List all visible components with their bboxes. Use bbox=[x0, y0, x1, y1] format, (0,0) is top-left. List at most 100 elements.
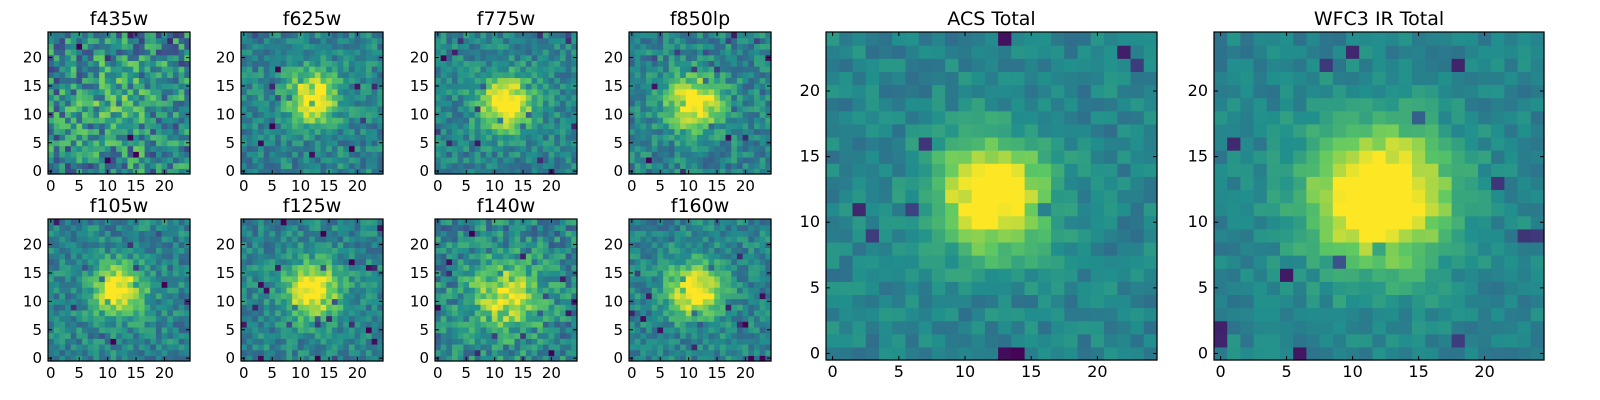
heatmap-cell bbox=[463, 224, 470, 231]
heatmap-cell bbox=[640, 77, 647, 84]
heatmap-cell bbox=[337, 270, 344, 277]
heatmap-cell bbox=[263, 168, 270, 175]
heatmap-cell bbox=[144, 139, 151, 147]
heatmap-cell bbox=[708, 60, 715, 67]
heatmap-cell bbox=[360, 94, 367, 101]
heatmap-cell bbox=[286, 168, 293, 175]
heatmap-cell bbox=[116, 49, 123, 56]
heatmap-cell bbox=[514, 111, 521, 118]
heatmap-cell bbox=[548, 105, 555, 113]
heatmap-cell bbox=[452, 71, 459, 79]
heatmap-cell bbox=[116, 332, 123, 339]
heatmap-cell bbox=[144, 49, 151, 56]
heatmap-cell bbox=[457, 355, 464, 362]
heatmap-cell bbox=[360, 298, 367, 305]
heatmap-cell bbox=[48, 122, 55, 130]
heatmap-cell bbox=[486, 88, 493, 96]
heatmap-cell bbox=[275, 100, 282, 107]
heatmap-cell bbox=[377, 77, 384, 84]
heatmap-cell bbox=[680, 94, 687, 101]
heatmap-cell bbox=[241, 264, 248, 271]
heatmap-cell bbox=[514, 343, 521, 351]
heatmap-cell bbox=[371, 117, 378, 124]
heatmap-cell bbox=[680, 343, 687, 351]
heatmap-cell bbox=[629, 77, 636, 84]
heatmap-cell bbox=[685, 309, 693, 317]
heatmap-cell bbox=[269, 117, 276, 124]
heatmap-cell bbox=[452, 355, 459, 362]
heatmap-cell bbox=[480, 43, 487, 50]
heatmap-cell bbox=[269, 332, 276, 339]
heatmap-cell bbox=[446, 304, 453, 311]
heatmap-cell bbox=[365, 298, 373, 305]
heatmap-cell bbox=[663, 139, 670, 147]
heatmap-cell bbox=[320, 162, 327, 169]
heatmap-cell bbox=[651, 117, 658, 124]
heatmap-cell bbox=[646, 117, 653, 124]
heatmap-cell bbox=[680, 275, 687, 283]
heatmap-cell bbox=[354, 49, 361, 56]
heatmap-cell bbox=[548, 145, 555, 152]
heatmap-cell bbox=[514, 60, 521, 67]
heatmap-cell bbox=[87, 134, 95, 141]
heatmap-cell bbox=[82, 321, 89, 328]
heatmap-cell bbox=[292, 145, 299, 152]
heatmap-cell bbox=[241, 349, 248, 356]
heatmap-cell bbox=[452, 77, 459, 84]
heatmap-cell bbox=[725, 298, 732, 305]
heatmap-cell bbox=[520, 326, 527, 334]
heatmap-cell bbox=[155, 298, 163, 305]
heatmap-cell bbox=[759, 49, 766, 56]
heatmap-cell bbox=[629, 321, 636, 328]
heatmap-cell bbox=[748, 139, 755, 147]
heatmap-cell bbox=[435, 145, 442, 152]
heatmap-cell bbox=[138, 236, 146, 243]
heatmap-cell bbox=[542, 304, 550, 311]
heatmap-cell bbox=[184, 162, 191, 169]
heatmap-cell bbox=[104, 71, 112, 79]
heatmap-cell bbox=[559, 332, 567, 339]
heatmap-cell bbox=[343, 162, 350, 169]
heatmap-cell bbox=[674, 37, 681, 44]
heatmap-cell bbox=[463, 326, 470, 334]
heatmap-cell bbox=[297, 253, 305, 260]
heatmap-cell bbox=[680, 309, 687, 317]
heatmap-cell bbox=[303, 83, 310, 90]
heatmap-cell bbox=[514, 292, 521, 300]
heatmap-cell bbox=[497, 247, 504, 254]
heatmap-cell bbox=[531, 355, 538, 362]
heatmap-cell bbox=[167, 43, 174, 50]
heatmap-cell bbox=[144, 111, 151, 118]
heatmap-cell bbox=[508, 100, 516, 107]
heatmap-cell bbox=[463, 338, 470, 345]
heatmap-cell bbox=[133, 151, 140, 158]
heatmap-cell bbox=[263, 77, 270, 84]
heatmap-cell bbox=[297, 270, 305, 277]
heatmap-cell bbox=[736, 326, 744, 334]
heatmap-cell bbox=[559, 49, 567, 56]
heatmap-cell bbox=[685, 156, 693, 164]
heatmap-cell bbox=[82, 343, 89, 351]
heatmap-cell bbox=[759, 315, 766, 322]
heatmap-cell bbox=[736, 321, 744, 328]
heatmap-cell bbox=[161, 270, 168, 277]
heatmap-cell bbox=[748, 156, 755, 164]
heatmap-cell bbox=[303, 49, 310, 56]
heatmap-cell bbox=[559, 247, 567, 254]
heatmap-cell bbox=[360, 219, 367, 226]
heatmap-cell bbox=[99, 332, 106, 339]
heatmap-cell bbox=[48, 338, 55, 345]
heatmap-cell bbox=[286, 49, 293, 56]
heatmap-cell bbox=[514, 264, 521, 271]
heatmap-cell bbox=[435, 156, 442, 164]
heatmap-cell bbox=[680, 37, 687, 44]
heatmap-cell bbox=[531, 49, 538, 56]
heatmap-cell bbox=[736, 145, 744, 152]
heatmap-cell bbox=[93, 304, 100, 311]
heatmap-cell bbox=[480, 304, 487, 311]
heatmap-cell bbox=[503, 230, 510, 237]
heatmap-cell bbox=[748, 117, 755, 124]
heatmap-cell bbox=[765, 275, 772, 283]
heatmap-cell bbox=[668, 117, 676, 124]
